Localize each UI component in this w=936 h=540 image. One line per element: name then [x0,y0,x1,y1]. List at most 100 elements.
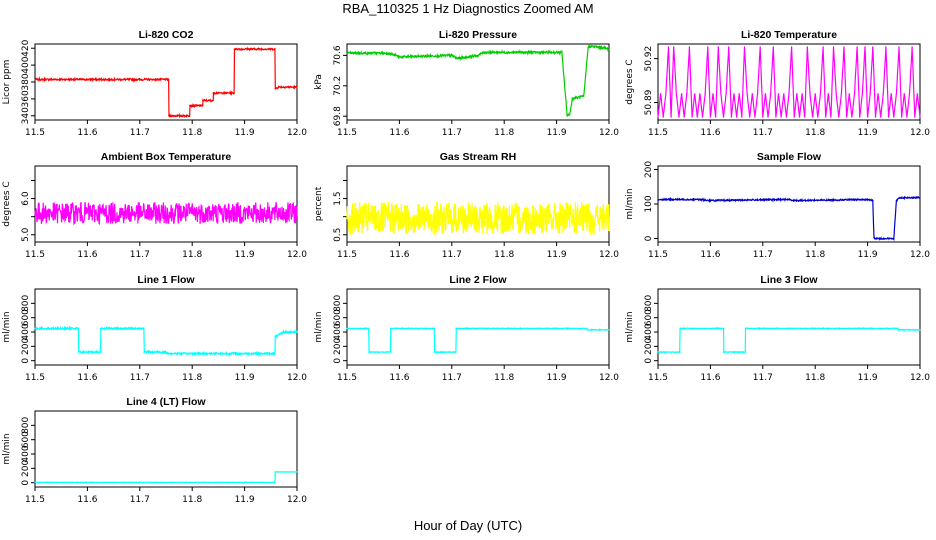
series-line [34,471,298,484]
data-point [657,198,659,201]
data-point [746,93,748,95]
data-point [398,56,400,58]
series-line [34,201,298,226]
data-point [733,93,735,95]
x-tick-label: 11.6 [389,373,409,383]
data-point [673,46,675,48]
y-axis-label: degrees C [2,181,12,226]
data-point [296,86,298,88]
x-tick-label: 11.7 [130,250,150,260]
panel-li-820-temperature: Li-820 Temperature degrees C 50.89 50.92 11.… [625,29,930,138]
data-point [877,93,879,95]
y-axis-label: ml/min [314,311,324,342]
data-point [346,327,348,329]
data-point [741,116,743,118]
data-point [906,116,908,118]
data-point [804,116,806,118]
data-point [861,93,864,95]
data-point [890,93,892,95]
data-point [433,351,436,353]
panel-title: Line 1 Flow [137,274,195,286]
data-point [751,93,753,95]
panel-li-820-pressure: Li-820 Pressure kPa 69.8 70.2 70.6 11.5 11.6 11… [314,29,619,138]
x-tick-label: 11.7 [130,128,150,138]
data-point [744,327,747,329]
data-point [681,93,683,95]
data-point [368,327,370,329]
data-point [717,46,719,48]
data-point [893,237,895,240]
data-point [785,116,788,118]
plot-frame [34,165,298,243]
y-tick-label: 0 [21,480,31,486]
x-tick-label: 11.7 [753,128,773,138]
y-tick-label: 0 [644,235,654,241]
panel-title: Sample Flow [757,151,822,163]
x-tick-label: 11.6 [700,128,720,138]
data-point [686,93,688,95]
plot-frame [34,288,298,366]
y-tick-label: 600 [21,431,31,448]
x-tick-label: 11.5 [25,128,45,138]
x-tick-label: 11.6 [77,250,97,260]
data-point [678,116,680,118]
x-tick-label: 11.5 [337,373,357,383]
data-point [901,116,903,118]
series-line [657,195,921,242]
x-tick-label: 12.0 [287,373,307,383]
y-axis-label: kPa [314,74,324,90]
data-point [274,336,276,338]
y-tick-label: 1.5 [333,191,343,205]
data-point [561,51,563,54]
x-axis-title: Hour of Day (UTC) [413,518,523,533]
data-point [848,93,850,95]
x-tick-label: 11.9 [858,373,878,383]
data-point [665,93,667,95]
y-tick-label: 5.0 [21,227,31,242]
y-axis-label: ml/min [2,433,12,464]
x-tick-label: 12.0 [910,373,930,383]
data-point [749,116,751,118]
data-point [296,212,298,214]
data-point [793,116,795,118]
series-line [34,325,298,357]
y-tick-label: 70.6 [333,45,343,65]
x-tick-label: 11.9 [547,250,567,260]
data-point [233,48,235,50]
data-point [872,199,874,202]
data-point [274,352,276,355]
data-point [869,93,871,95]
x-tick-label: 11.6 [700,373,720,383]
data-point [882,93,884,95]
data-point [583,95,585,97]
data-point [897,329,899,331]
data-point [590,45,592,47]
data-point [838,116,840,118]
data-point [777,93,780,95]
panel-title: Li-820 CO2 [139,29,194,41]
data-point [701,116,704,118]
data-point [898,197,900,199]
data-point [722,116,725,118]
x-tick-label: 12.0 [599,373,619,383]
data-point [916,93,919,95]
x-tick-label: 11.7 [442,250,462,260]
plot-frame [346,43,610,121]
plot-frame [34,410,298,488]
data-point [699,198,701,201]
data-point [840,93,843,95]
data-point [660,93,662,95]
data-point [34,78,36,81]
y-tick-label: 400 [21,445,31,462]
data-point [830,116,832,118]
y-tick-label: 200 [21,338,31,355]
data-point [764,93,767,95]
data-point [212,92,214,94]
x-tick-label: 11.6 [77,373,97,383]
data-point [796,93,798,95]
data-point [911,46,913,48]
x-tick-label: 11.5 [25,250,45,260]
